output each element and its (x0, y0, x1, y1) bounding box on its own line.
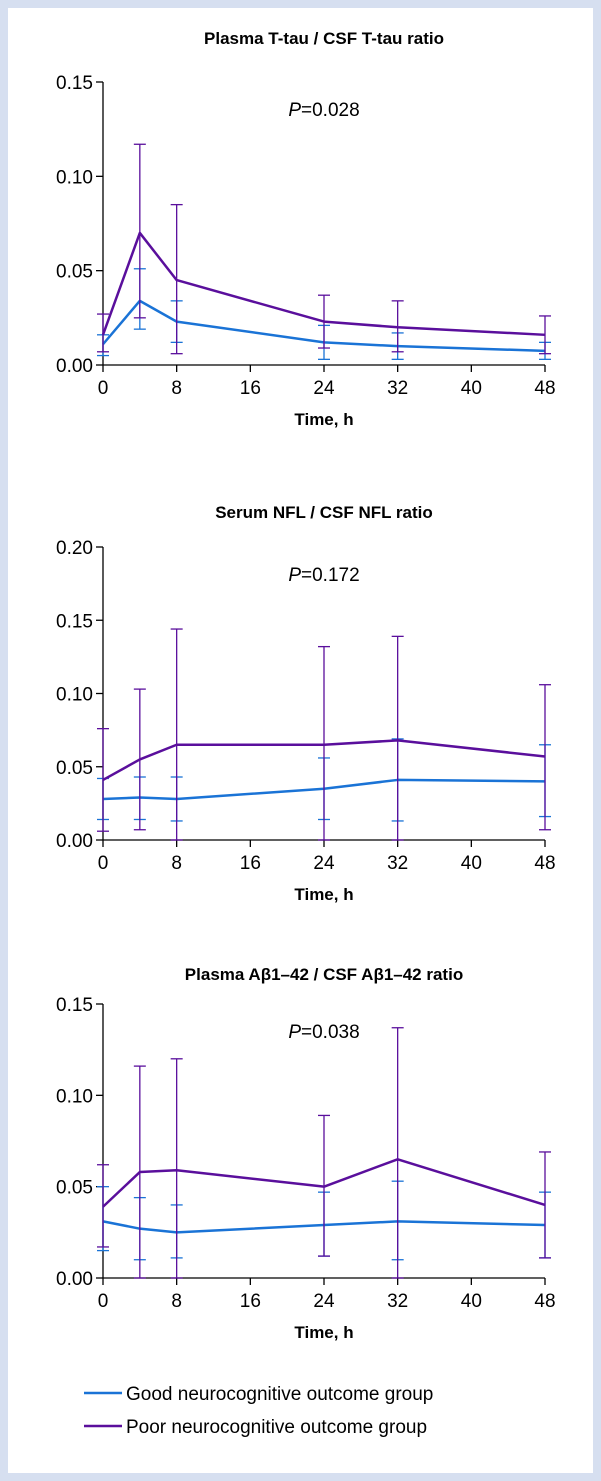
chart-title: Plasma Aβ1–42 / CSF Aβ1–42 ratio (185, 965, 463, 984)
y-tick-label: 0.15 (56, 73, 93, 94)
y-tick-label: 0.10 (56, 167, 93, 188)
p-symbol: P (288, 1022, 301, 1043)
x-tick-label: 40 (461, 378, 482, 399)
chart-title: Plasma T-tau / CSF T-tau ratio (204, 29, 444, 48)
series-poor (97, 628, 551, 841)
p-number: =0.028 (301, 100, 360, 121)
chart-3: Plasma Aβ1–42 / CSF Aβ1–42 ratio P=0.038 0… (56, 965, 556, 1342)
x-tick-label: 48 (534, 378, 555, 399)
p-value: P=0.038 (288, 1022, 359, 1043)
legend-item-poor: Poor neurocognitive outcome group (84, 1417, 427, 1438)
p-number: =0.172 (301, 565, 360, 586)
y-tick-label: 0.00 (56, 831, 93, 852)
x-tick-label: 32 (387, 853, 408, 874)
legend-label-poor: Poor neurocognitive outcome group (126, 1417, 427, 1438)
x-tick-label: 0 (98, 1291, 109, 1312)
y-tick-label: 0.00 (56, 356, 93, 377)
legend-item-good: Good neurocognitive outcome group (84, 1384, 433, 1405)
series-line-good (102, 299, 546, 353)
y-tick-label: 0.10 (56, 1086, 93, 1107)
series-poor (97, 143, 551, 355)
series-line-poor (102, 739, 546, 782)
x-tick-label: 24 (313, 1291, 335, 1312)
p-symbol: P (288, 100, 301, 121)
y-tick-label: 0.15 (56, 995, 93, 1016)
x-tick-label: 24 (313, 853, 335, 874)
figure-panel: Plasma T-tau / CSF T-tau ratio P=0.028 0.0… (8, 8, 593, 1473)
x-tick-label: 16 (240, 1291, 261, 1312)
x-tick-label: 40 (461, 853, 482, 874)
x-tick-label: 24 (313, 378, 335, 399)
p-value: P=0.028 (288, 100, 359, 121)
x-axis-label: Time, h (294, 885, 353, 904)
chart-1: Plasma T-tau / CSF T-tau ratio P=0.028 0.0… (56, 29, 556, 429)
series-line-good (102, 1220, 546, 1234)
x-tick-label: 8 (171, 378, 182, 399)
chart-2: Serum NFL / CSF NFL ratio P=0.172 0.00 0.05… (56, 503, 556, 904)
x-tick-label: 16 (240, 378, 261, 399)
x-tick-label: 48 (534, 1291, 555, 1312)
x-tick-label: 8 (171, 853, 182, 874)
series-line-poor (102, 1158, 546, 1208)
p-number: =0.038 (301, 1022, 360, 1043)
x-axis-label: Time, h (294, 1323, 353, 1342)
y-tick-label: 0.05 (56, 758, 93, 779)
y-tick-label: 0.00 (56, 1269, 93, 1290)
p-symbol: P (288, 565, 301, 586)
x-tick-label: 40 (461, 1291, 482, 1312)
x-tick-label: 8 (171, 1291, 182, 1312)
y-tick-label: 0.05 (56, 1178, 93, 1199)
chart-title: Serum NFL / CSF NFL ratio (215, 503, 433, 522)
series-line-good (102, 778, 546, 801)
legend-label-good: Good neurocognitive outcome group (126, 1384, 433, 1405)
charts-group: Plasma T-tau / CSF T-tau ratioP=0.0280.0… (56, 29, 556, 1342)
y-tick-label: 0.20 (56, 538, 93, 559)
x-axis-label: Time, h (294, 410, 353, 429)
legend: Good neurocognitive outcome group Poor n… (84, 1384, 433, 1438)
x-tick-label: 32 (387, 378, 408, 399)
x-tick-label: 0 (98, 853, 109, 874)
x-tick-label: 48 (534, 853, 555, 874)
y-tick-label: 0.10 (56, 685, 93, 706)
series-line-poor (101, 231, 546, 337)
x-tick-label: 16 (240, 853, 261, 874)
series-poor (97, 1027, 551, 1279)
p-value: P=0.172 (288, 565, 359, 586)
y-tick-label: 0.15 (56, 611, 93, 632)
y-tick-label: 0.05 (56, 262, 93, 283)
x-tick-label: 0 (98, 378, 109, 399)
x-tick-label: 32 (387, 1291, 408, 1312)
figure-svg: Plasma T-tau / CSF T-tau ratioP=0.0280.0… (56, 29, 556, 1438)
